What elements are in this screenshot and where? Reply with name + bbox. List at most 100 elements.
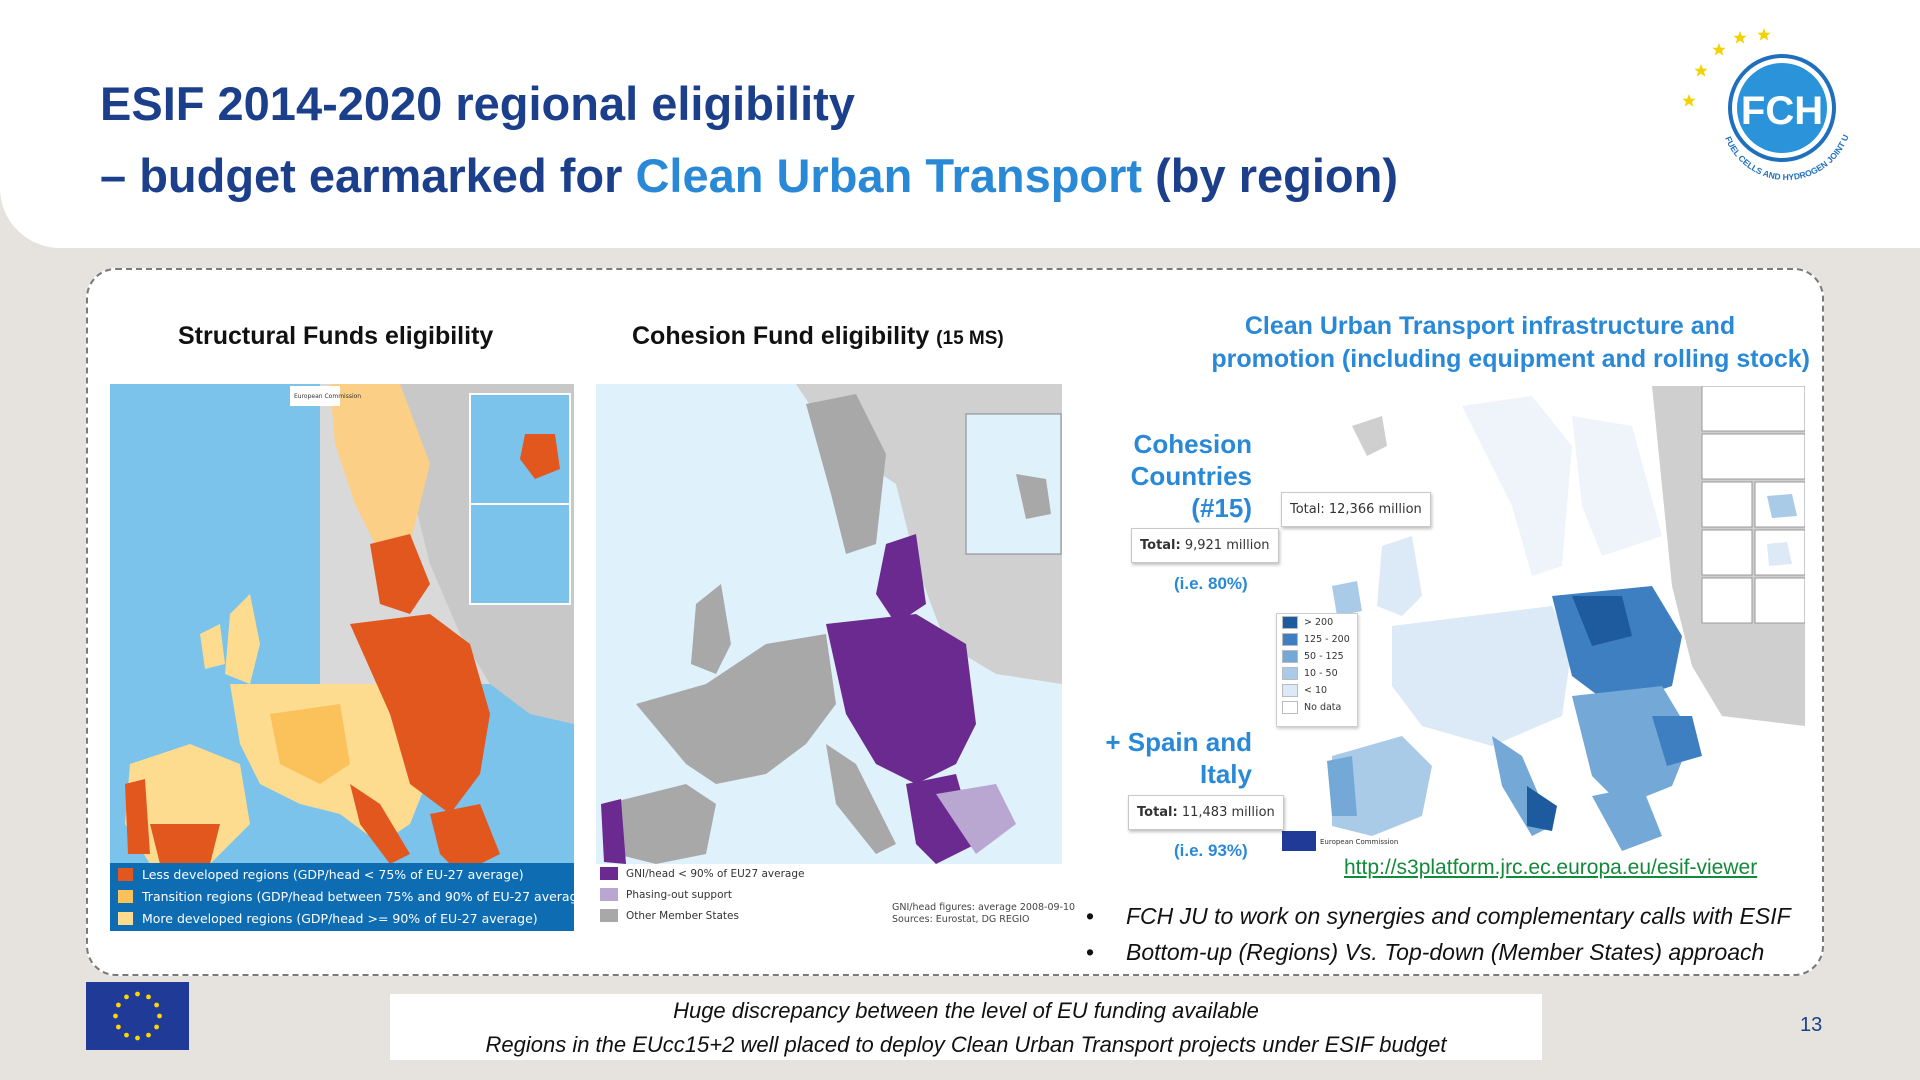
map2-legend-item: GNI/head < 90% of EU27 average [600, 867, 804, 880]
map1-legend: Less developed regions (GDP/head < 75% o… [110, 863, 590, 931]
spain-italy-label-line-2: Italy [1199, 759, 1252, 789]
cohesion-label-line-2: Countries [1130, 461, 1252, 491]
legend-label: 50 - 125 [1304, 651, 1344, 662]
map1-title: Structural Funds eligibility [178, 322, 494, 350]
bottom-note-line-2: Regions in the EUcc15+2 well placed to d… [485, 1032, 1447, 1057]
legend-label: GNI/head < 90% of EU27 average [626, 867, 805, 880]
page-number: 13 [1800, 1014, 1823, 1036]
cut-heading-line-1: Clean Urban Transport infrastructure and [1244, 312, 1736, 340]
map3-footer-label: European Commission [1320, 838, 1398, 846]
title-line-1: ESIF 2014-2020 regional eligibility [100, 77, 855, 130]
legend-label: Transition regions (GDP/head between 75%… [142, 889, 591, 904]
map1-legend-item: Less developed regions (GDP/head < 75% o… [118, 867, 524, 882]
spain-italy-pct: (i.e. 93%) [1174, 841, 1248, 860]
cut-heading-line-2: promotion (including equipment and rolli… [1211, 345, 1810, 373]
map2-source: GNI/head figures: average 2008-09-10 Sou… [892, 902, 1075, 926]
logo-text: FCH [1741, 89, 1823, 133]
esif-viewer-link[interactable]: http://s3platform.jrc.ec.europa.eu/esif-… [1344, 856, 1758, 879]
legend-swatch [118, 868, 133, 881]
spain-italy-total-box: Total: 11,483 million [1128, 795, 1284, 830]
spain-italy-total-value: 11,483 million [1181, 805, 1275, 820]
map3-legend-item: < 10 [1277, 682, 1357, 699]
cohesion-total-value: 9,921 million [1184, 538, 1270, 553]
map2-title-suffix: (15 MS) [936, 328, 1004, 349]
legend-swatch [1282, 701, 1298, 714]
legend-swatch [1282, 684, 1298, 697]
bullet-item: Bottom-up (Regions) Vs. Top-down (Member… [1086, 934, 1791, 970]
eu-star-icon [124, 994, 129, 1000]
eu-star-icon [146, 994, 151, 1000]
cut-heading: Clean Urban Transport infrastructure and… [1130, 310, 1810, 376]
eu-star-icon [146, 1032, 151, 1038]
eu-star-icon [113, 1013, 118, 1019]
legend-label: Less developed regions (GDP/head < 75% o… [142, 867, 524, 882]
legend-swatch [118, 890, 133, 903]
map1-insets [290, 386, 571, 605]
logo-stars-icon [1682, 28, 1771, 107]
eu-star-icon [135, 1035, 140, 1041]
bottom-note-line-1: Huge discrepancy between the level of EU… [673, 998, 1259, 1023]
header-background [0, 0, 1920, 248]
map2-source-line-2: Sources: Eurostat, DG REGIO [892, 914, 1030, 925]
title-line-2-suffix: (by region) [1142, 149, 1398, 202]
title-line-2-prefix: – budget earmarked for [100, 149, 636, 202]
slide-title: ESIF 2014-2020 regional eligibility – bu… [100, 68, 1398, 212]
legend-label: Other Member States [626, 909, 739, 922]
map3-legend-item: No data [1277, 699, 1357, 716]
map2-source-line-1: GNI/head figures: average 2008-09-10 [892, 902, 1076, 913]
legend-label: Phasing-out support [626, 888, 732, 901]
map2-title: Cohesion Fund eligibility (15 MS) [632, 322, 1004, 351]
legend-swatch [1282, 616, 1298, 629]
cohesion-total-prefix: Total: [1140, 538, 1181, 553]
cohesion-total-box: Total: 9,921 million [1131, 528, 1279, 563]
map2-insets [965, 413, 1062, 555]
spain-italy-label: + Spain and Italy [1080, 726, 1252, 790]
title-accent: Clean Urban Transport [635, 149, 1143, 202]
legend-label: 125 - 200 [1304, 634, 1350, 645]
legend-label: No data [1304, 702, 1342, 713]
legend-swatch [1282, 633, 1298, 646]
map2-legend-item: Other Member States [600, 909, 739, 922]
eu-star-icon [157, 1013, 162, 1019]
legend-swatch [600, 909, 618, 922]
map3-legend-item: 10 - 50 [1277, 665, 1357, 682]
map3-insets [1701, 386, 1805, 624]
eu-flag-icon [86, 982, 189, 1050]
legend-label: More developed regions (GDP/head >= 90% … [142, 911, 538, 926]
map1-inset-label: European Commission [294, 393, 361, 400]
cohesion-pct: (i.e. 80%) [1174, 574, 1248, 593]
eu-star-icon [135, 991, 140, 997]
bottom-note: Huge discrepancy between the level of EU… [390, 994, 1542, 1060]
legend-label: < 10 [1304, 685, 1328, 696]
eu-star-icon [124, 1032, 129, 1038]
legend-swatch [600, 888, 618, 901]
bullet-item: FCH JU to work on synergies and compleme… [1086, 898, 1791, 934]
cohesion-label-line-1: Cohesion [1133, 429, 1252, 459]
legend-label: > 200 [1304, 617, 1334, 628]
eu-star-icon [154, 1024, 159, 1030]
map1-legend-item: More developed regions (GDP/head >= 90% … [118, 911, 538, 926]
map1-legend-item: Transition regions (GDP/head between 75%… [118, 889, 590, 904]
map3-legend-item: 50 - 125 [1277, 648, 1357, 665]
spain-italy-label-line-1: + Spain and [1105, 727, 1252, 757]
structural-funds-map: European Commission [110, 384, 574, 931]
cohesion-label-line-3: (#15) [1191, 493, 1252, 523]
map3-total-box: Total: 12,366 million [1281, 492, 1431, 527]
fch-logo: FCH FUEL CELLS AND HYDROGEN JOINT UNDERT… [1680, 28, 1850, 182]
legend-swatch [1282, 650, 1298, 663]
eu-star-icon [116, 1024, 121, 1030]
map3-legend-item: 125 - 200 [1277, 631, 1357, 648]
map2-title-text: Cohesion Fund eligibility [632, 322, 930, 350]
map2-legend-item: Phasing-out support [600, 888, 732, 901]
cohesion-label: Cohesion Countries (#15) [1110, 428, 1252, 524]
map3-legend: > 200 125 - 200 50 - 125 10 - 50 < 10 No… [1276, 613, 1358, 727]
cohesion-fund-map [596, 384, 1062, 931]
spain-italy-total-prefix: Total: [1137, 805, 1178, 820]
legend-swatch [1282, 667, 1298, 680]
eu-star-icon [116, 1002, 121, 1008]
bullet-list: FCH JU to work on synergies and compleme… [1086, 898, 1791, 970]
legend-swatch [118, 912, 133, 925]
title-line-2: – budget earmarked for Clean Urban Trans… [100, 140, 1398, 212]
legend-swatch [600, 867, 618, 880]
eu-star-icon [154, 1002, 159, 1008]
